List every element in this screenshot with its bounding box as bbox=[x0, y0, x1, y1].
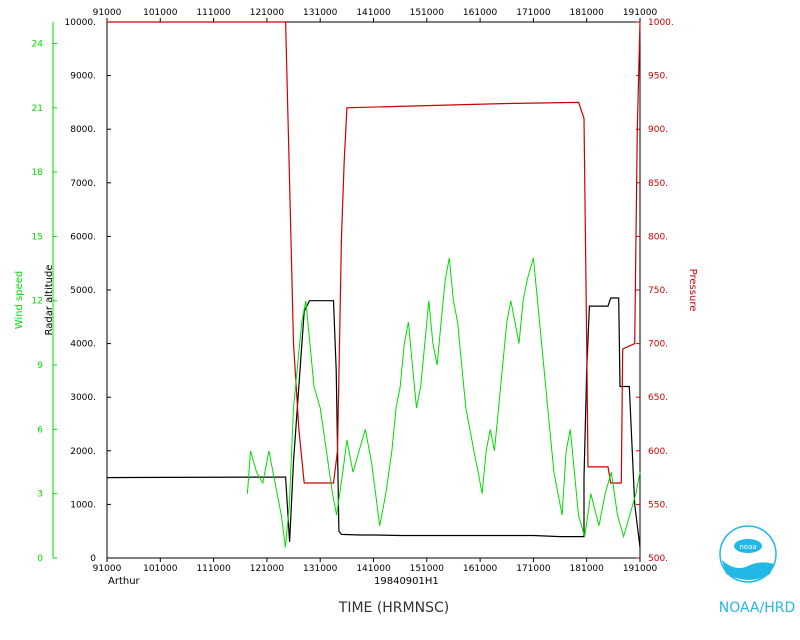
x-tick-label: 141000 bbox=[356, 564, 391, 574]
altitude-tick-label: 9000. bbox=[70, 72, 96, 82]
pressure-tick-label: 550. bbox=[648, 500, 668, 510]
pressure-tick-label: 900. bbox=[648, 125, 668, 135]
x-tick-label: 131000 bbox=[303, 564, 338, 574]
altitude-tick-label: 2000. bbox=[70, 447, 96, 457]
x-axis-label: TIME (HRMNSC) bbox=[338, 600, 449, 616]
x-tick-label-top: 181000 bbox=[570, 8, 605, 18]
x-tick-label: 151000 bbox=[410, 564, 445, 574]
noaa-logo-circle bbox=[719, 525, 777, 583]
series-group bbox=[106, 21, 641, 548]
x-tick-label: 181000 bbox=[570, 564, 605, 574]
altitude-tick-label: 6000. bbox=[70, 232, 96, 242]
altitude-axis-label: Radar altitude bbox=[44, 265, 55, 336]
altitude-tick-label: 10000. bbox=[65, 18, 97, 28]
x-tick-label: 191000 bbox=[623, 564, 658, 574]
wind-tick-label: 0 bbox=[37, 554, 43, 564]
wind-tick-label: 15 bbox=[32, 232, 43, 242]
x-axis-ticks-top: 91000 101000 111000 121000 131000 141000 15100… bbox=[93, 8, 658, 22]
wind-tick-label: 6 bbox=[37, 425, 43, 435]
wind-axis-ticks: 0 3 6 9 12 15 18 21 24 bbox=[32, 39, 57, 564]
series-line-pressure bbox=[107, 21, 641, 484]
x-tick-label-top: 161000 bbox=[463, 8, 498, 18]
pressure-tick-label: 850. bbox=[648, 179, 668, 189]
wind-axis-label: Wind speed bbox=[14, 271, 25, 330]
x-tick-label: 121000 bbox=[250, 564, 285, 574]
flight-id: 19840901H1 bbox=[374, 576, 439, 587]
altitude-tick-label: 3000. bbox=[70, 393, 96, 403]
x-tick-label-top: 101000 bbox=[143, 8, 178, 18]
altitude-axis-ticks: 0 1000. 2000. 3000. 4000. 5000. 6000. 7000. 8000… bbox=[65, 18, 111, 564]
x-tick-label: 111000 bbox=[196, 564, 231, 574]
pressure-tick-label: 750. bbox=[648, 286, 668, 296]
series-line-radar-altitude bbox=[106, 297, 641, 548]
altitude-tick-label: 1000. bbox=[70, 500, 96, 510]
x-tick-label-top: 171000 bbox=[516, 8, 551, 18]
x-tick-label-top: 91000 bbox=[93, 8, 122, 18]
altitude-tick-label: 8000. bbox=[70, 125, 96, 135]
altitude-tick-label: 0 bbox=[90, 554, 96, 564]
pressure-tick-label: 1000. bbox=[648, 18, 674, 28]
storm-name: Arthur bbox=[108, 576, 141, 587]
pressure-axis-ticks: 500. 550. 600. 650. 700. 750. 800. 850. 900. 950.… bbox=[636, 18, 674, 564]
pressure-tick-label: 600. bbox=[648, 447, 668, 457]
pressure-tick-label: 650. bbox=[648, 393, 668, 403]
x-tick-label-top: 121000 bbox=[250, 8, 285, 18]
noaa-logo-bird bbox=[734, 539, 762, 553]
noaa-logo-text: NOAA/HRD bbox=[719, 600, 796, 616]
pressure-tick-label: 500. bbox=[648, 554, 668, 564]
altitude-tick-label: 4000. bbox=[70, 340, 96, 350]
x-axis-ticks-bottom: 91000 101000 111000 121000 131000 141000 15100… bbox=[93, 558, 658, 574]
wind-tick-label: 18 bbox=[32, 168, 44, 178]
x-tick-label-top: 151000 bbox=[410, 8, 445, 18]
wind-tick-label: 12 bbox=[32, 297, 43, 307]
pressure-axis-label: Pressure bbox=[687, 269, 698, 312]
noaa-logo: noaa NOAA/HRD bbox=[719, 525, 796, 616]
pressure-tick-label: 700. bbox=[648, 340, 668, 350]
x-tick-label: 91000 bbox=[93, 564, 122, 574]
wind-tick-label: 21 bbox=[32, 104, 43, 114]
x-tick-label: 171000 bbox=[516, 564, 551, 574]
x-tick-label: 161000 bbox=[463, 564, 498, 574]
x-tick-label-top: 131000 bbox=[303, 8, 338, 18]
wind-tick-label: 3 bbox=[37, 490, 43, 500]
wind-tick-label: 9 bbox=[37, 361, 43, 371]
altitude-tick-label: 5000. bbox=[70, 286, 96, 296]
series-line-wind-speed bbox=[246, 257, 641, 548]
x-tick-label-top: 111000 bbox=[196, 8, 231, 18]
x-tick-label-top: 141000 bbox=[356, 8, 391, 18]
pressure-tick-label: 800. bbox=[648, 232, 668, 242]
x-tick-label-top: 191000 bbox=[623, 8, 658, 18]
noaa-logo-wave bbox=[722, 560, 774, 580]
x-tick-label: 101000 bbox=[143, 564, 178, 574]
noaa-logo-badge: noaa bbox=[739, 543, 756, 551]
altitude-tick-label: 7000. bbox=[70, 179, 96, 189]
wind-tick-label: 24 bbox=[32, 39, 44, 49]
pressure-tick-label: 950. bbox=[648, 72, 668, 82]
